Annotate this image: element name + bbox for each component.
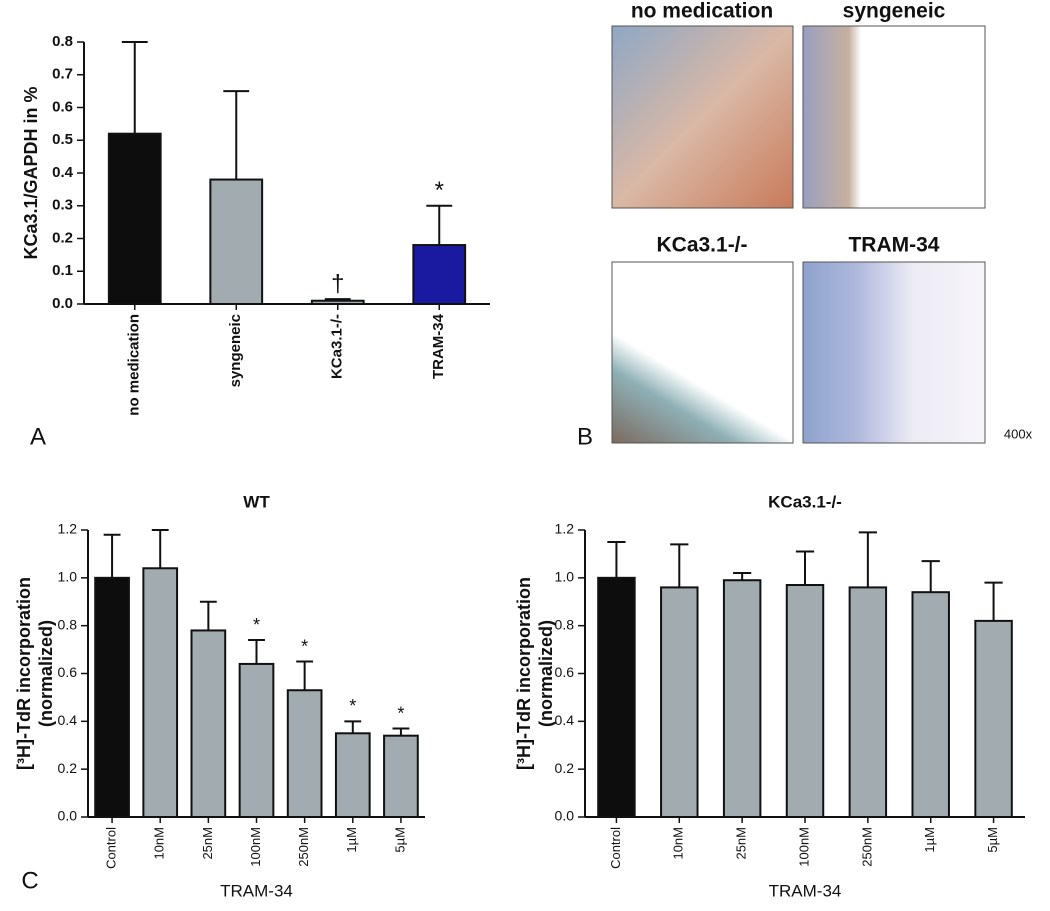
y-tick-label: 0.4: [58, 712, 78, 728]
y-tick-label: 0.8: [52, 33, 73, 50]
y-tick-label: 0.5: [52, 131, 73, 148]
y-tick-label: 0.0: [555, 808, 575, 824]
y-axis-label: KCa3.1/GAPDH in %: [21, 86, 41, 259]
micrograph: [611, 25, 794, 209]
bar: [412, 244, 467, 306]
significance-mark: *: [435, 177, 444, 204]
y-tick-label: 0.6: [555, 664, 575, 680]
bar: [974, 619, 1013, 819]
panel-label: C: [21, 867, 38, 894]
y-tick-label: 0.8: [555, 616, 575, 632]
panel-label: B: [577, 423, 593, 450]
y-tick-label: 0.2: [58, 760, 78, 776]
bar: [911, 591, 950, 819]
x-tick-label: 1µM: [344, 827, 359, 853]
y-axis-label: (normalized): [536, 620, 556, 727]
y-tick-label: 0.7: [52, 66, 73, 83]
panel-b: no medication syngeneic KCa3.1-/- TRAM-3…: [577, 0, 1033, 450]
x-tick-label: 25nM: [200, 827, 215, 860]
y-tick-label: 0.4: [555, 712, 575, 728]
significance-mark: *: [253, 615, 260, 635]
x-tick-label: 10nM: [671, 827, 686, 860]
y-axis-label: [³H]-TdR incorporation: [14, 577, 34, 770]
image-label: TRAM-34: [848, 234, 939, 257]
y-tick-label: 0.0: [58, 808, 78, 824]
x-tick-label: 25nM: [734, 827, 749, 860]
significance-mark: *: [301, 636, 308, 656]
x-tick-label: syngeneic: [227, 314, 244, 387]
bar: [107, 132, 162, 305]
y-tick-label: 0.6: [52, 98, 73, 115]
bar: [238, 662, 275, 819]
bar: [722, 579, 762, 818]
x-tick-label: 250nM: [859, 827, 874, 867]
micrograph: [802, 261, 986, 444]
x-tick-label: Control: [608, 827, 623, 869]
image-label: syngeneic: [843, 0, 946, 23]
x-tick-label: 5µM: [392, 827, 407, 853]
panel-label: A: [30, 423, 46, 450]
x-tick-label: 100nM: [796, 827, 811, 867]
x-tick-label: 5µM: [985, 827, 1000, 853]
x-axis-label: TRAM-34: [220, 881, 293, 900]
y-tick-label: 0.6: [58, 664, 78, 680]
significance-mark: †: [331, 270, 344, 297]
image-label: no medication: [631, 0, 773, 23]
y-tick-label: 1.2: [555, 521, 575, 537]
x-tick-label: 10nM: [152, 827, 167, 860]
bar: [334, 732, 371, 819]
y-axis-label: [³H]-TdR incorporation: [514, 577, 534, 770]
y-tick-label: 1.0: [58, 569, 78, 585]
bar: [660, 586, 699, 819]
y-tick-label: 0.0: [52, 295, 73, 312]
x-tick-label: 100nM: [248, 827, 263, 867]
x-tick-label: KCa3.1-/-: [329, 314, 346, 379]
bar: [597, 576, 636, 818]
bar: [383, 734, 419, 819]
y-tick-label: 0.2: [555, 760, 575, 776]
bar: [209, 178, 264, 305]
bar: [94, 576, 130, 818]
image-label: KCa3.1-/-: [656, 234, 747, 257]
x-tick-label: no medication: [126, 314, 143, 416]
bar: [785, 584, 825, 819]
x-tick-label: 1µM: [922, 827, 937, 853]
bar: [286, 689, 323, 818]
y-tick-label: 0.8: [58, 616, 78, 632]
bar: [190, 629, 227, 819]
x-tick-label: 250nM: [296, 827, 311, 867]
bar: [142, 567, 179, 818]
x-tick-label: Control: [104, 827, 119, 869]
y-tick-label: 1.0: [555, 569, 575, 585]
y-axis-label: (normalized): [36, 620, 56, 727]
x-tick-label: TRAM-34: [430, 313, 447, 379]
significance-mark: *: [397, 703, 404, 723]
bar: [848, 586, 888, 819]
micrograph: [611, 261, 794, 444]
chart-title: KCa3.1-/-: [768, 492, 842, 511]
y-tick-label: 0.2: [52, 229, 73, 246]
y-tick-label: 1.2: [58, 521, 78, 537]
x-axis-label: TRAM-34: [769, 881, 842, 900]
magnification: 400x: [1004, 426, 1033, 441]
micrograph: [802, 25, 986, 209]
chart-title: WT: [243, 492, 270, 511]
y-tick-label: 0.1: [52, 262, 73, 279]
y-tick-label: 0.3: [52, 197, 73, 214]
significance-mark: *: [349, 696, 356, 716]
y-tick-label: 0.4: [52, 164, 74, 181]
